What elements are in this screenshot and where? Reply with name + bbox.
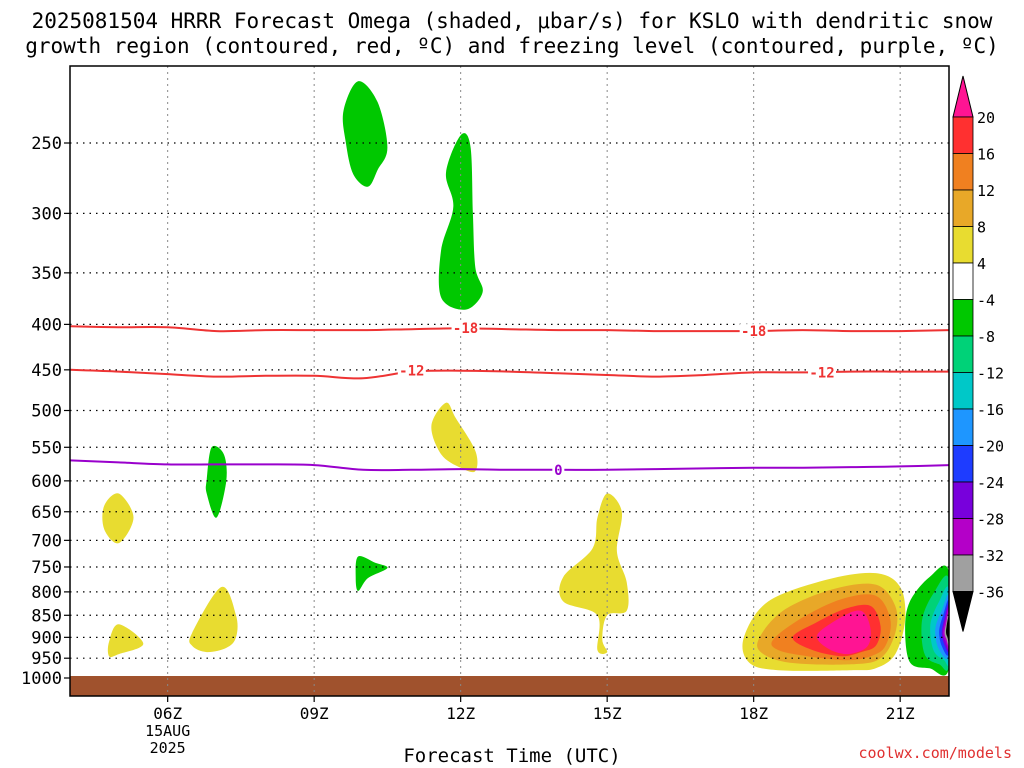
contour-label: 0 bbox=[554, 463, 562, 479]
chart-title-line2: growth region (contoured, red, ºC) and f… bbox=[25, 34, 999, 58]
omega-region bbox=[431, 402, 478, 473]
colorbar-label: -8 bbox=[977, 328, 995, 346]
contour-label: -18 bbox=[741, 324, 766, 340]
colorbar-segment bbox=[952, 189, 974, 227]
colorbar-segment bbox=[952, 408, 974, 446]
colorbar-segment bbox=[952, 262, 974, 300]
contour-label-bg bbox=[552, 462, 565, 476]
x-tick-label: 15Z bbox=[593, 704, 622, 723]
x-tick-sublabel: 2025 bbox=[150, 739, 186, 757]
credit-text: coolwx.com/models bbox=[858, 744, 1012, 762]
contour-line bbox=[70, 325, 949, 333]
omega-region bbox=[342, 81, 388, 187]
y-tick-label: 500 bbox=[31, 402, 62, 422]
omega-region bbox=[355, 556, 388, 591]
colorbar-label: 8 bbox=[977, 219, 986, 237]
colorbar-segment bbox=[952, 335, 974, 373]
colorbar-label: 12 bbox=[977, 182, 995, 200]
y-tick-label: 750 bbox=[31, 558, 62, 578]
colorbar-segment bbox=[952, 518, 974, 556]
omega-region bbox=[205, 445, 227, 518]
x-tick-label: 06Z bbox=[153, 704, 182, 723]
colorbar-label: -36 bbox=[977, 584, 1004, 602]
colorbar-label: 16 bbox=[977, 146, 995, 164]
contour-label-bg bbox=[739, 324, 768, 338]
x-tick-label: 12Z bbox=[446, 704, 475, 723]
colorbar-label: -32 bbox=[977, 547, 1004, 565]
colorbar-segment bbox=[952, 554, 974, 592]
omega-region bbox=[102, 493, 134, 544]
contour-label: -12 bbox=[809, 365, 834, 381]
omega-region bbox=[816, 610, 871, 655]
ground-surface bbox=[70, 676, 949, 696]
colorbar-top-arrow bbox=[952, 75, 974, 118]
y-tick-label: 450 bbox=[31, 361, 62, 381]
y-tick-label: 250 bbox=[31, 134, 62, 154]
colorbar-segment bbox=[952, 226, 974, 264]
x-tick-label: 21Z bbox=[886, 704, 915, 723]
y-tick-label: 400 bbox=[31, 315, 62, 335]
y-tick-label: 300 bbox=[31, 204, 62, 224]
omega-region bbox=[438, 133, 483, 310]
colorbar-segment bbox=[952, 445, 974, 483]
y-tick-label: 850 bbox=[31, 606, 62, 626]
y-tick-label: 950 bbox=[31, 649, 62, 669]
x-axis-label: Forecast Time (UTC) bbox=[403, 745, 621, 767]
y-tick-label: 350 bbox=[31, 264, 62, 284]
contour-label-bg bbox=[397, 363, 426, 377]
y-tick-label: 550 bbox=[31, 438, 62, 458]
plot-frame bbox=[69, 65, 950, 697]
contour-label-bg bbox=[451, 321, 480, 335]
colorbar-label: 4 bbox=[977, 255, 986, 273]
omega-region bbox=[189, 586, 238, 653]
colorbar-segment bbox=[952, 372, 974, 410]
chart-title-line1: 2025081504 HRRR Forecast Omega (shaded, … bbox=[31, 9, 993, 33]
colorbar-label: -4 bbox=[977, 292, 995, 310]
omega-region bbox=[559, 493, 629, 654]
y-tick-label: 600 bbox=[31, 472, 62, 492]
colorbar-label: -24 bbox=[977, 474, 1004, 492]
colorbar-segment bbox=[952, 299, 974, 337]
colorbar-label: -16 bbox=[977, 401, 1004, 419]
y-tick-label: 800 bbox=[31, 583, 62, 603]
contour-label-bg bbox=[808, 365, 837, 379]
colorbar-segment bbox=[952, 116, 974, 154]
y-tick-label: 1000 bbox=[21, 669, 62, 689]
colorbar-label: -12 bbox=[977, 365, 1004, 383]
y-tick-label: 700 bbox=[31, 531, 62, 551]
contour-line bbox=[70, 459, 949, 472]
contour-line bbox=[70, 368, 949, 380]
x-tick-label: 09Z bbox=[300, 704, 329, 723]
y-tick-label: 650 bbox=[31, 503, 62, 523]
x-tick-label: 18Z bbox=[739, 704, 768, 723]
colorbar-bottom-arrow bbox=[952, 591, 974, 632]
contour-label: -12 bbox=[399, 364, 424, 380]
y-tick-label: 900 bbox=[31, 628, 62, 648]
colorbar-label: -20 bbox=[977, 438, 1004, 456]
contour-label: -18 bbox=[453, 321, 478, 337]
colorbar-label: 20 bbox=[977, 109, 995, 127]
colorbar-segment bbox=[952, 153, 974, 191]
x-tick-sublabel: 15AUG bbox=[145, 722, 190, 740]
omega-region bbox=[107, 624, 144, 658]
colorbar-segment bbox=[952, 481, 974, 519]
colorbar-label: -28 bbox=[977, 511, 1004, 529]
